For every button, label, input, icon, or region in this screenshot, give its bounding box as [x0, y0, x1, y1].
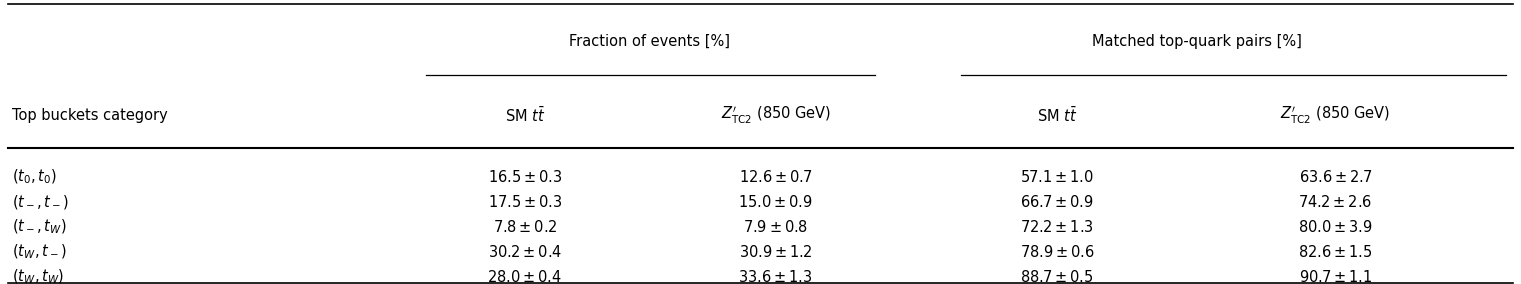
Text: $80.0 \pm 3.9$: $80.0 \pm 3.9$ — [1297, 219, 1373, 235]
Text: $66.7 \pm 0.9$: $66.7 \pm 0.9$ — [1021, 194, 1094, 210]
Text: $33.6 \pm 1.3$: $33.6 \pm 1.3$ — [739, 269, 812, 284]
Text: $17.5 \pm 0.3$: $17.5 \pm 0.3$ — [488, 194, 561, 210]
Text: Fraction of events [%]: Fraction of events [%] — [569, 34, 730, 49]
Text: $15.0 \pm 0.9$: $15.0 \pm 0.9$ — [738, 194, 814, 210]
Text: $12.6 \pm 0.7$: $12.6 \pm 0.7$ — [739, 169, 812, 185]
Text: $(t_0, t_0)$: $(t_0, t_0)$ — [12, 168, 58, 186]
Text: $72.2 \pm 1.3$: $72.2 \pm 1.3$ — [1021, 219, 1094, 235]
Text: Top buckets category: Top buckets category — [12, 108, 167, 122]
Text: $Z^{\prime}_{\mathrm{TC2}}$ (850 GeV): $Z^{\prime}_{\mathrm{TC2}}$ (850 GeV) — [1281, 105, 1390, 126]
Text: $82.6 \pm 1.5$: $82.6 \pm 1.5$ — [1299, 244, 1372, 260]
Text: $88.7 \pm 0.5$: $88.7 \pm 0.5$ — [1021, 269, 1094, 284]
Text: $(t_-, t_W)$: $(t_-, t_W)$ — [12, 218, 67, 236]
Text: $Z^{\prime}_{\mathrm{TC2}}$ (850 GeV): $Z^{\prime}_{\mathrm{TC2}}$ (850 GeV) — [721, 105, 830, 126]
Text: $57.1 \pm 1.0$: $57.1 \pm 1.0$ — [1021, 169, 1094, 185]
Text: $74.2 \pm 2.6$: $74.2 \pm 2.6$ — [1299, 194, 1372, 210]
Text: $(t_W, t_-)$: $(t_W, t_-)$ — [12, 243, 67, 261]
Text: $(t_W, t_W)$: $(t_W, t_W)$ — [12, 268, 64, 284]
Text: $7.9 \pm 0.8$: $7.9 \pm 0.8$ — [744, 219, 808, 235]
Text: $7.8 \pm 0.2$: $7.8 \pm 0.2$ — [493, 219, 557, 235]
Text: Matched top-quark pairs [%]: Matched top-quark pairs [%] — [1092, 34, 1302, 49]
Text: SM $t\bar{t}$: SM $t\bar{t}$ — [505, 105, 545, 125]
Text: $78.9 \pm 0.6$: $78.9 \pm 0.6$ — [1019, 244, 1095, 260]
Text: SM $t\bar{t}$: SM $t\bar{t}$ — [1037, 105, 1077, 125]
Text: $28.0 \pm 0.4$: $28.0 \pm 0.4$ — [487, 269, 563, 284]
Text: $16.5 \pm 0.3$: $16.5 \pm 0.3$ — [488, 169, 561, 185]
Text: $30.2 \pm 0.4$: $30.2 \pm 0.4$ — [488, 244, 561, 260]
Text: $30.9 \pm 1.2$: $30.9 \pm 1.2$ — [739, 244, 812, 260]
Text: $63.6 \pm 2.7$: $63.6 \pm 2.7$ — [1299, 169, 1372, 185]
Text: $90.7 \pm 1.1$: $90.7 \pm 1.1$ — [1299, 269, 1372, 284]
Text: $(t_-, t_-)$: $(t_-, t_-)$ — [12, 193, 70, 211]
